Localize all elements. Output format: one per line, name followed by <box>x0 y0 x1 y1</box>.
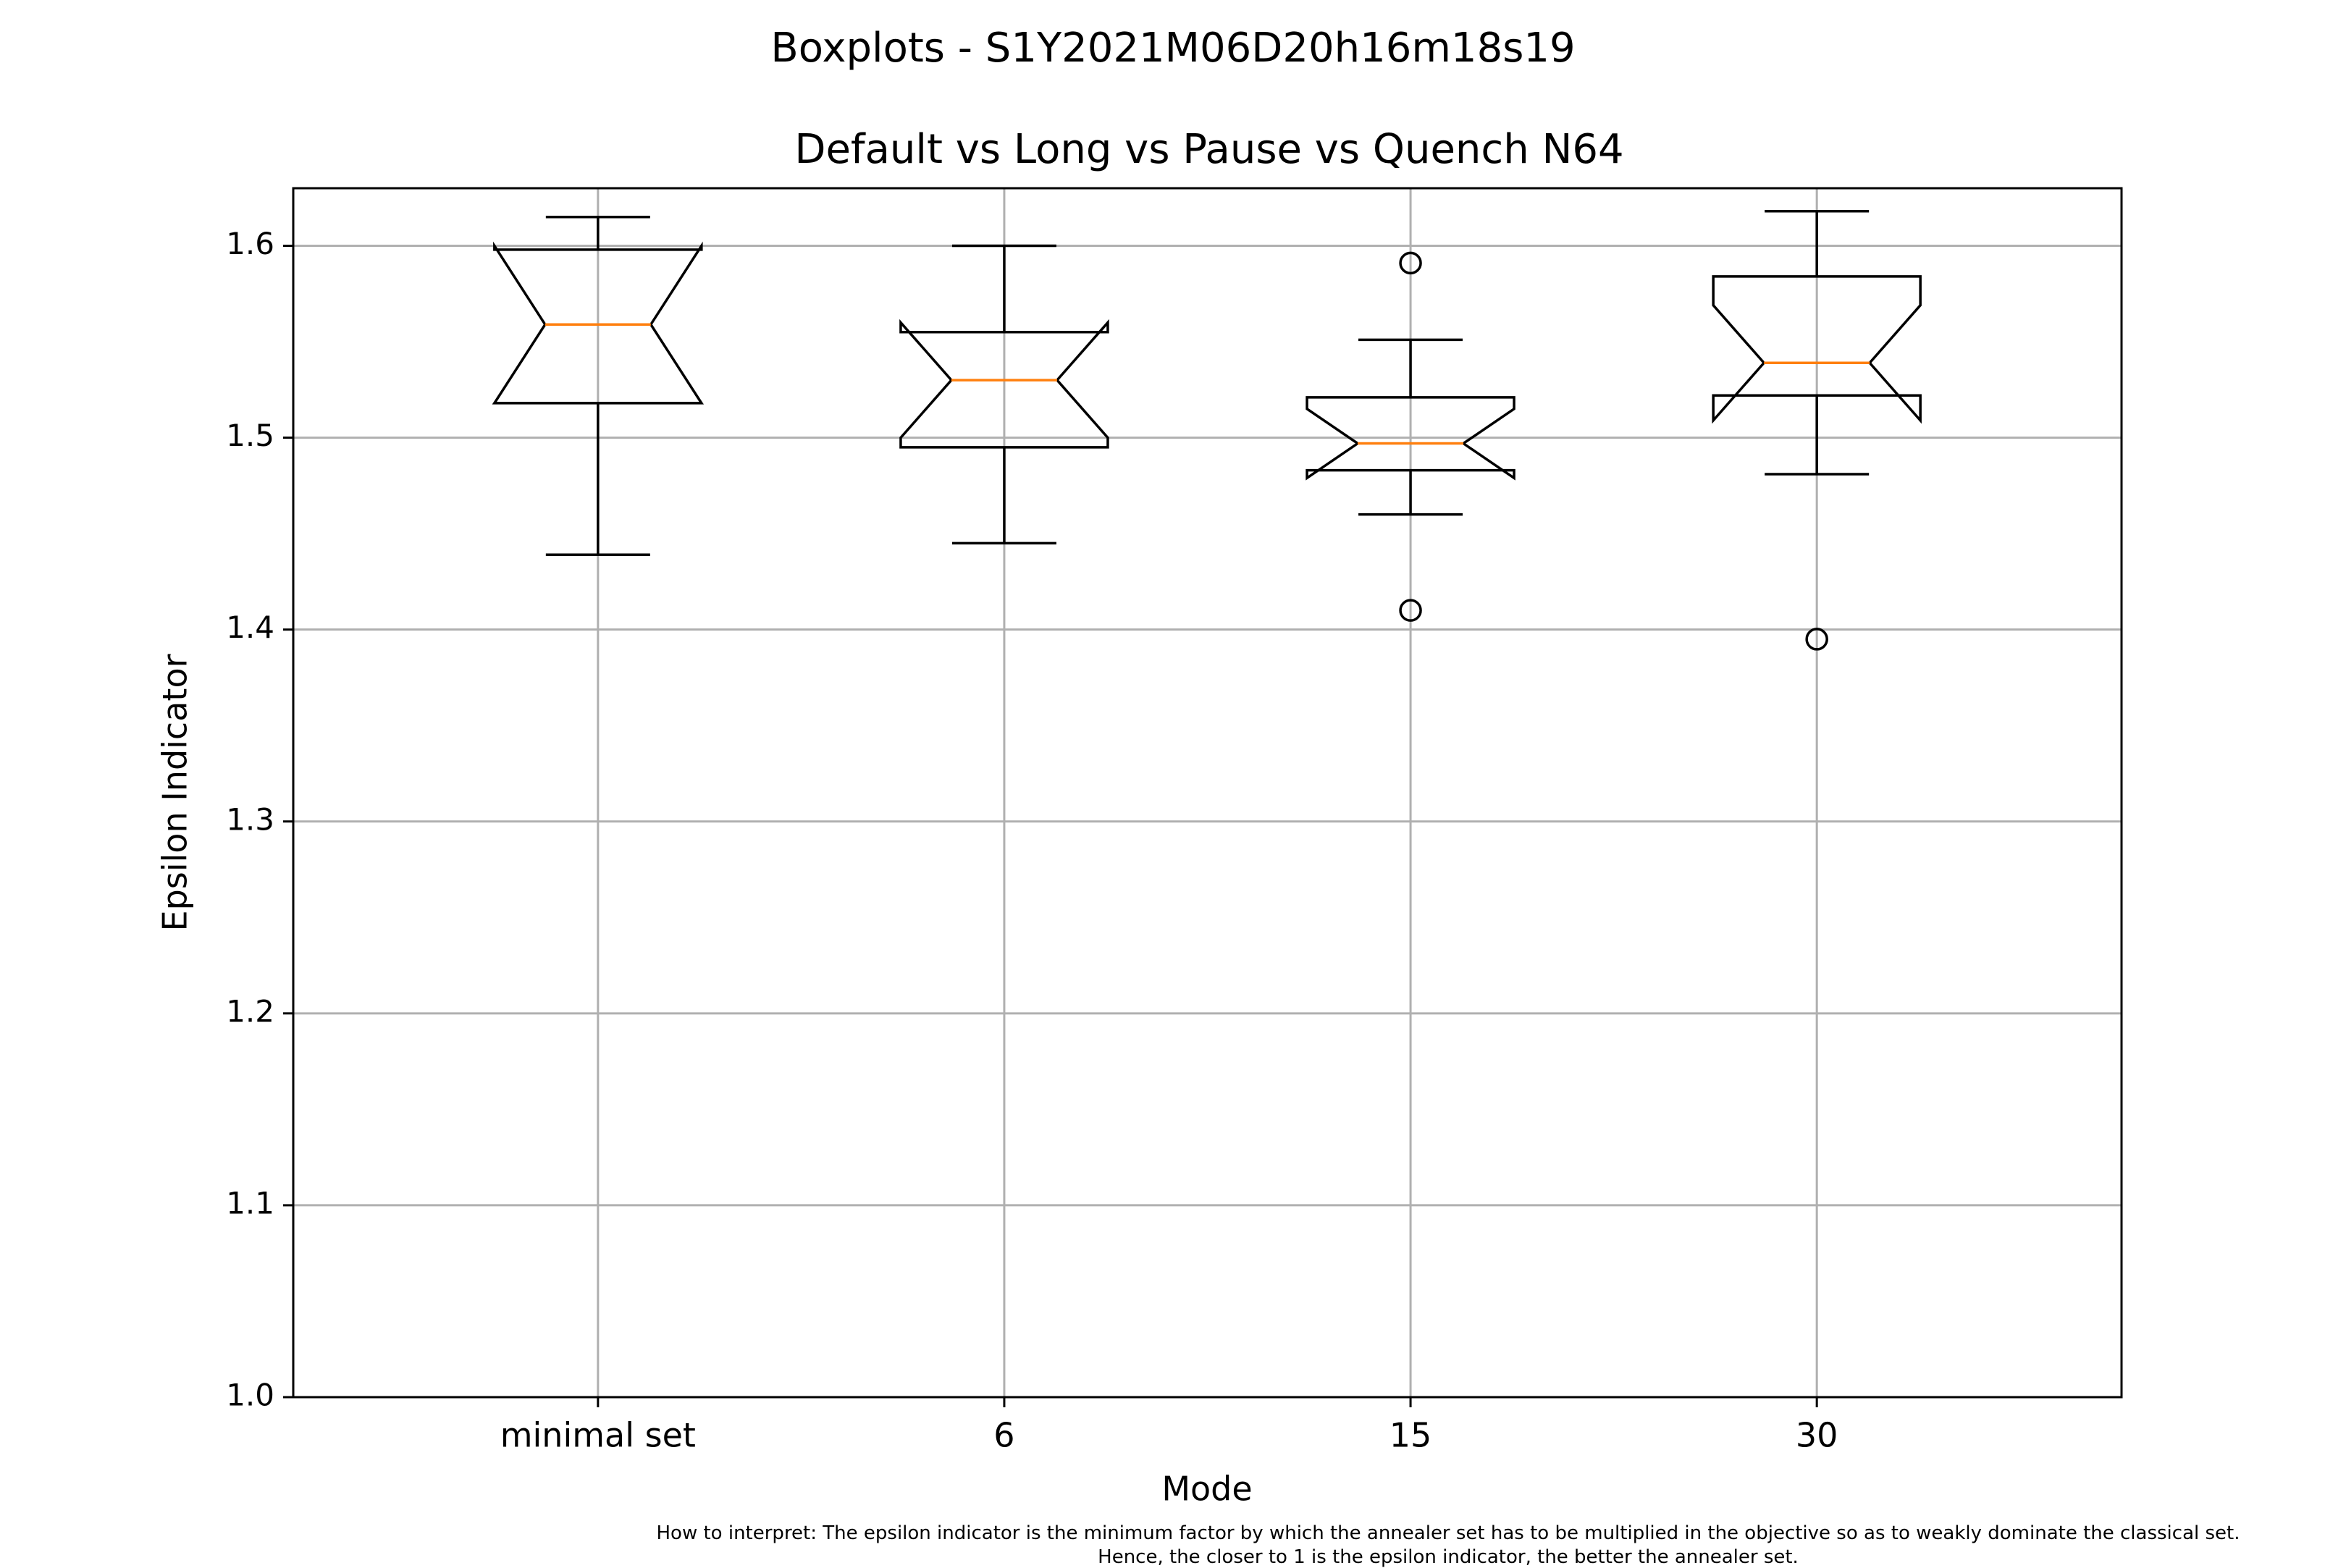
chart-title: Default vs Long vs Pause vs Quench N64 <box>794 126 1623 173</box>
x-tick-label: 6 <box>993 1416 1014 1455</box>
box-group <box>492 216 705 557</box>
y-tick-label: 1.2 <box>226 993 274 1029</box>
outlier-point <box>1805 628 1828 651</box>
x-tick-label: 15 <box>1389 1416 1432 1455</box>
y-tick-label: 1.0 <box>226 1378 274 1413</box>
tick-layer: 1.0 1.1 1.2 1.3 1.4 1.5 1.6 minimal set 6 15 30 <box>226 226 1838 1454</box>
grid-lines <box>293 188 2122 1399</box>
y-tick-label: 1.6 <box>226 226 274 261</box>
footnote-line-2: Hence, the closer to 1 is the epsilon in… <box>1098 1546 1799 1568</box>
x-tick-label: 30 <box>1796 1416 1838 1455</box>
y-tick-label: 1.5 <box>226 418 274 453</box>
chart-suptitle: Boxplots - S1Y2021M06D20h16m18s19 <box>770 25 1575 72</box>
outlier-point <box>1399 251 1422 275</box>
notched-box <box>1306 396 1515 481</box>
y-axis-label: Epsilon Indicator <box>156 654 195 931</box>
box-group <box>1306 251 1515 622</box>
y-tick-label: 1.3 <box>226 801 274 837</box>
x-axis-label: Mode <box>1161 1470 1252 1509</box>
box-group <box>1712 210 1922 651</box>
y-tick-label: 1.1 <box>226 1185 274 1221</box>
outlier-point <box>1399 599 1422 622</box>
footnote-line-1: How to interpret: The epsilon indicator … <box>656 1522 2240 1544</box>
plot-area-frame <box>292 187 2123 1399</box>
notched-box <box>899 319 1109 449</box>
y-tick-label: 1.4 <box>226 610 274 645</box>
notched-box <box>1712 275 1922 424</box>
notched-box <box>492 241 705 405</box>
box-group <box>899 244 1109 545</box>
x-tick-label: minimal set <box>500 1416 696 1455</box>
boxes-layer <box>492 210 1922 651</box>
